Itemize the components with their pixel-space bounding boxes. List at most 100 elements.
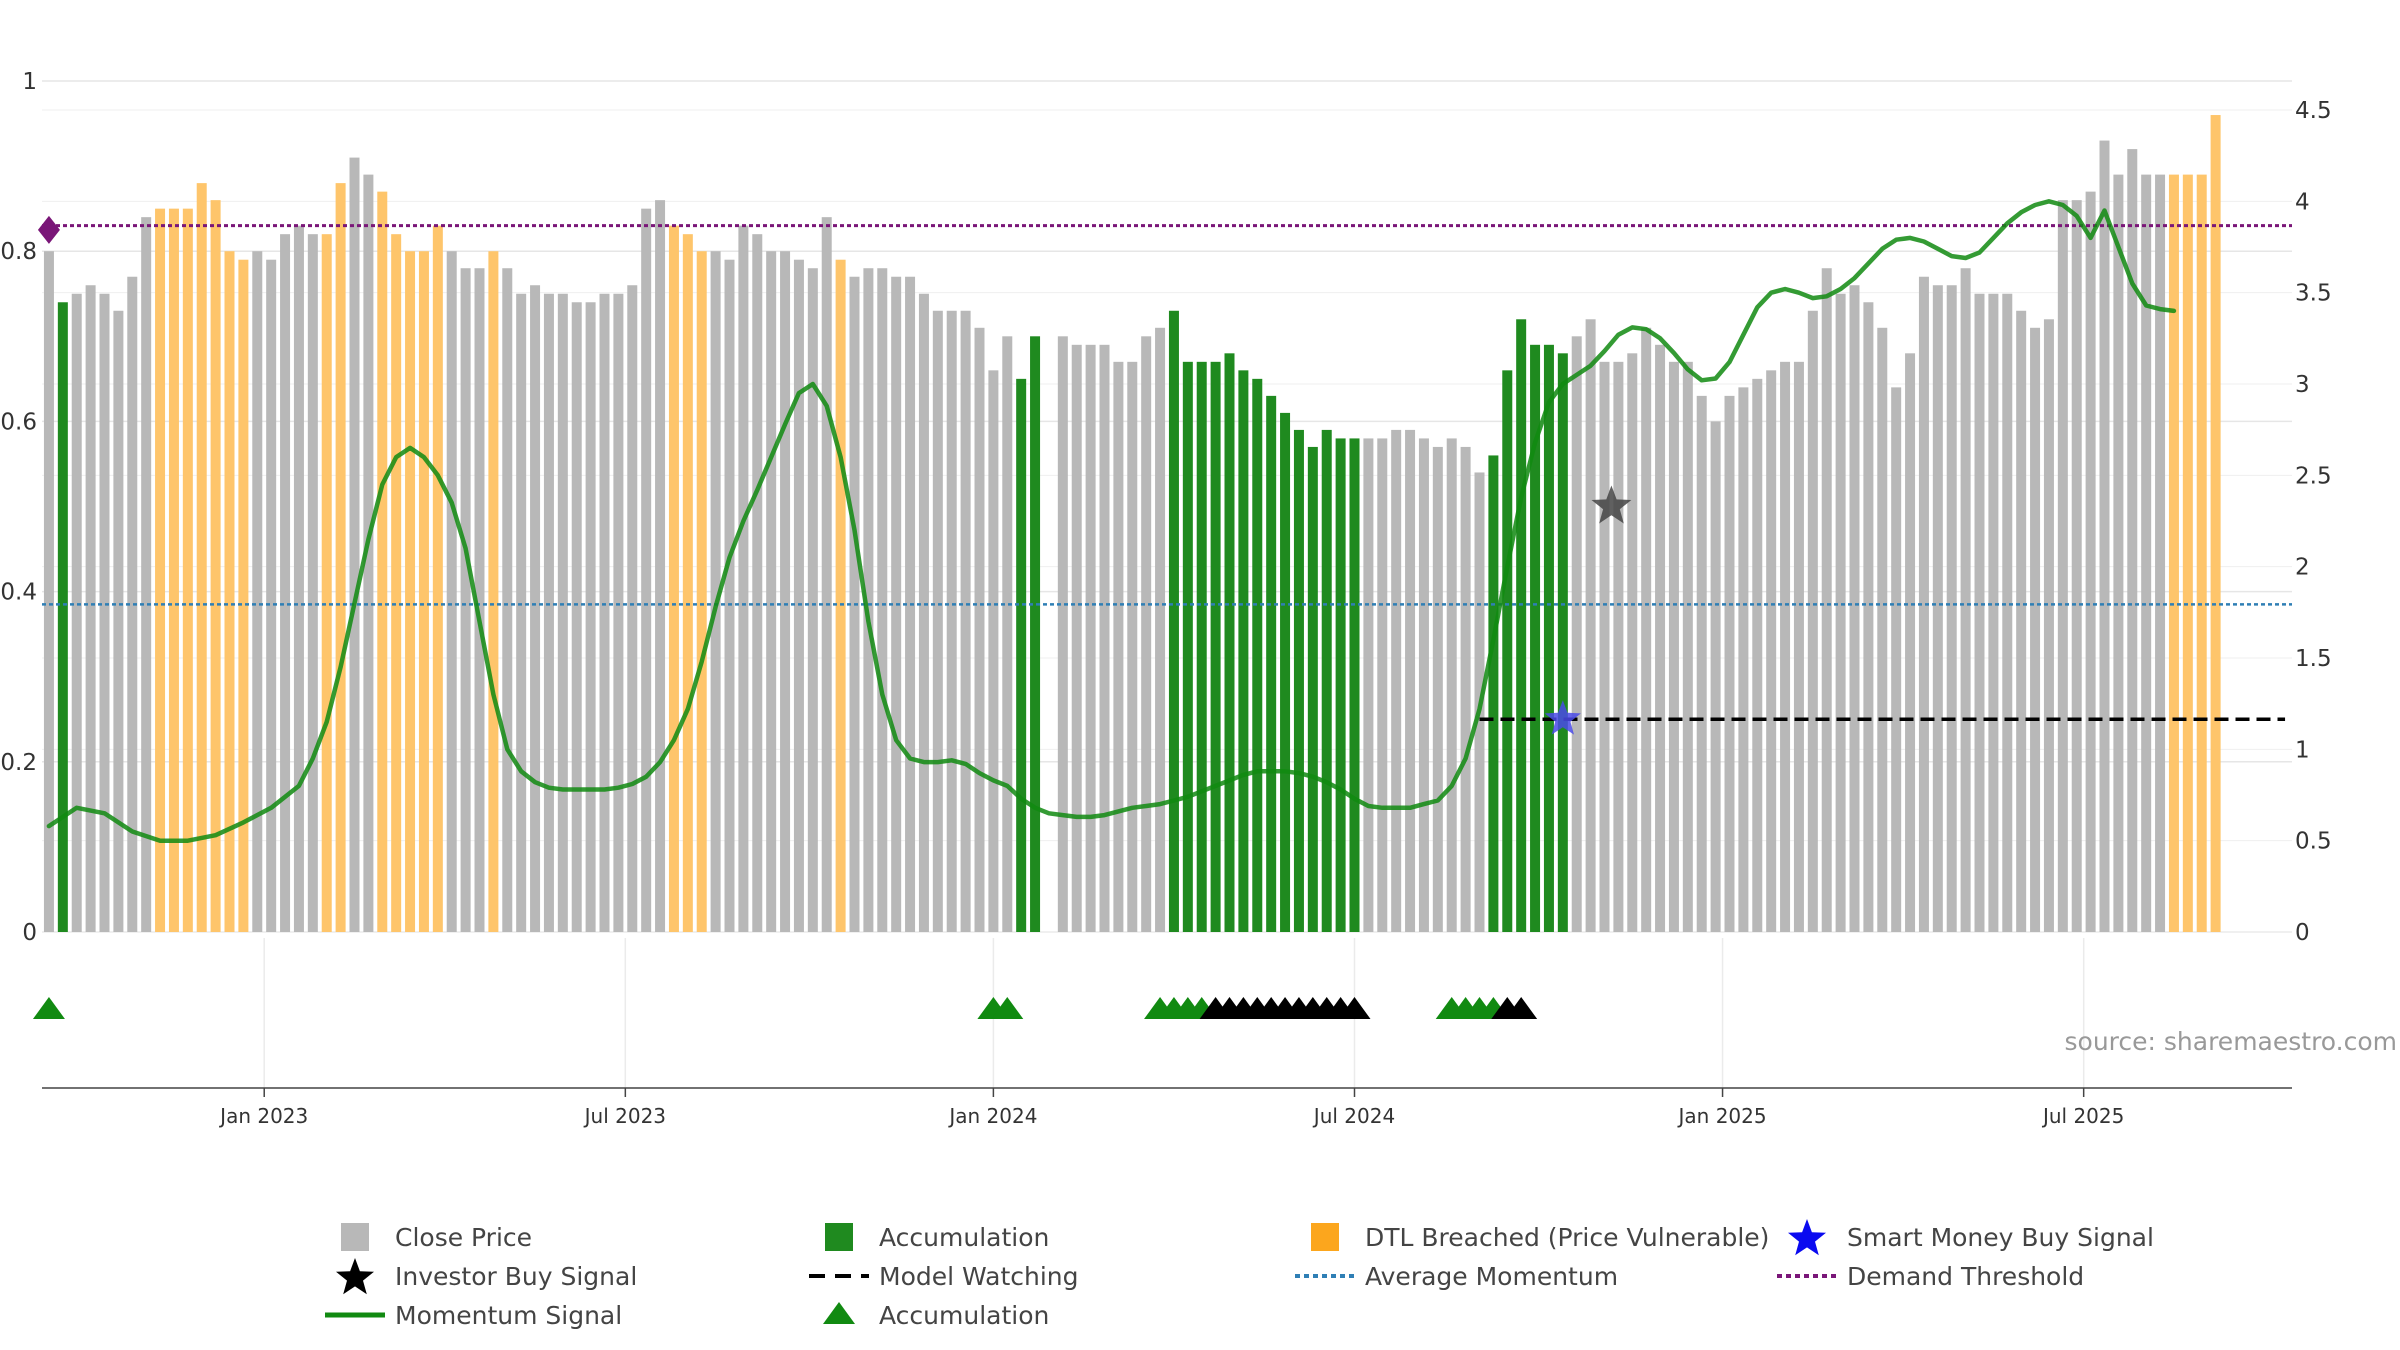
close-price-bar <box>321 234 332 932</box>
close-price-bar <box>1196 361 1207 933</box>
right-tick-label: 3 <box>2295 372 2310 398</box>
close-price-bar <box>1793 361 1804 933</box>
legend-label: Accumulation <box>879 1223 1049 1252</box>
close-price-bar <box>1655 344 1666 932</box>
close-price-bar <box>1682 361 1693 933</box>
close-price-bar <box>780 251 791 932</box>
close-price-bar <box>1335 438 1346 932</box>
lines-layer <box>42 199 2292 843</box>
legend-layer: Close Price Accumulation DTL Breached (Pri… <box>325 1219 2154 1330</box>
close-price-bar <box>1932 285 1943 932</box>
close-price-bar <box>1863 302 1874 932</box>
close-price-bar <box>1266 395 1277 932</box>
close-price-bar <box>1724 395 1735 932</box>
close-price-bar <box>918 293 929 932</box>
close-price-bar <box>1530 344 1541 932</box>
close-price-bar <box>1085 344 1096 932</box>
close-price-bar <box>2155 174 2166 933</box>
close-price-bar <box>418 251 429 932</box>
close-price-bar <box>1127 361 1138 933</box>
legend-item: Average Momentum <box>1295 1262 1618 1291</box>
smart-money-buy-star <box>1544 700 1581 735</box>
legend-item: Momentum Signal <box>325 1301 622 1330</box>
close-price-bar <box>141 217 152 932</box>
close-price-bar <box>1571 336 1582 932</box>
close-price-bar <box>1377 438 1388 932</box>
close-price-bar <box>196 183 207 932</box>
close-price-bar <box>432 225 443 933</box>
legend-item: Investor Buy Signal <box>336 1258 637 1295</box>
close-price-bar <box>349 157 360 933</box>
close-price-bar <box>2030 327 2041 932</box>
close-price-bar <box>668 225 679 933</box>
close-price-bar <box>1641 327 1652 932</box>
close-price-bar <box>710 251 721 932</box>
close-price-bar <box>1696 395 1707 932</box>
close-price-bar <box>1780 361 1791 933</box>
close-price-bar <box>224 251 235 932</box>
close-price-bar <box>752 234 763 932</box>
close-price-bar <box>391 234 402 932</box>
close-price-bar <box>599 293 610 932</box>
close-price-bar <box>502 268 513 933</box>
close-price-bar <box>530 285 541 932</box>
close-price-bar <box>1141 336 1152 932</box>
close-price-bar <box>1668 361 1679 933</box>
right-tick-label: 1.5 <box>2295 646 2332 672</box>
close-price-bar <box>682 234 693 932</box>
close-price-bar <box>641 208 652 932</box>
legend-label: Average Momentum <box>1365 1262 1618 1291</box>
axis-layer: 0 0.2 0.4 0.6 0.8 1 0 0.5 1 1.5 2 2.5 3 3.5 4 4.5 Jan 20… <box>0 69 2331 1128</box>
legend-label: Smart Money Buy Signal <box>1847 1223 2154 1252</box>
close-price-bar <box>85 285 96 932</box>
legend-item: Close Price <box>341 1223 532 1252</box>
close-price-bar <box>1516 319 1527 932</box>
close-price-bar <box>1974 293 1985 932</box>
close-price-bar <box>127 276 138 933</box>
close-price-bar <box>543 293 554 932</box>
close-price-bar <box>1155 327 1166 932</box>
legend-item: Accumulation <box>823 1301 1049 1330</box>
close-price-bar <box>1432 446 1443 932</box>
close-price-bar <box>738 225 749 933</box>
close-price-bar <box>1918 276 1929 933</box>
close-price-bar <box>2002 293 2013 932</box>
close-price-bar <box>57 302 68 932</box>
close-price-bar <box>1891 387 1902 932</box>
close-price-bar <box>1766 370 1777 933</box>
close-price-bar <box>2210 115 2221 933</box>
left-tick-label: 0.6 <box>0 409 37 435</box>
close-price-bar <box>280 234 291 932</box>
close-price-bar <box>1543 344 1554 932</box>
x-tick-label: Jul 2023 <box>583 1104 666 1128</box>
legend-label: Model Watching <box>879 1262 1079 1291</box>
close-price-bar <box>2196 174 2207 933</box>
close-price-bar <box>1418 438 1429 932</box>
close-price-bar <box>1321 429 1332 932</box>
close-price-bar <box>516 293 527 932</box>
legend-label: Accumulation <box>879 1301 1049 1330</box>
legend-item: Accumulation <box>825 1223 1049 1252</box>
close-price-bar <box>1280 412 1291 932</box>
left-tick-label: 0.4 <box>0 580 37 606</box>
legend-label: Momentum Signal <box>395 1301 622 1330</box>
right-tick-label: 2.5 <box>2295 463 2332 489</box>
close-price-bar <box>627 285 638 932</box>
x-tick-label: Jul 2024 <box>1312 1104 1395 1128</box>
close-price-bar <box>1710 421 1721 932</box>
legend-item: DTL Breached (Price Vulnerable) <box>1311 1223 1769 1252</box>
legend-star-icon <box>336 1258 374 1295</box>
close-price-bar <box>793 259 804 933</box>
close-price-bar <box>988 370 999 933</box>
close-price-bar <box>99 293 110 932</box>
close-price-bar <box>168 208 179 932</box>
close-price-bar <box>1002 336 1013 932</box>
close-price-bar <box>1585 319 1596 932</box>
model-watching-triangle <box>1338 997 1371 1019</box>
close-price-bar <box>460 268 471 933</box>
legend-square-icon <box>825 1223 853 1251</box>
close-price-bar <box>2127 149 2138 932</box>
momentum-signal-line <box>46 199 2177 843</box>
legend-star-icon <box>1788 1219 1826 1256</box>
right-tick-label: 4.5 <box>2295 98 2332 124</box>
